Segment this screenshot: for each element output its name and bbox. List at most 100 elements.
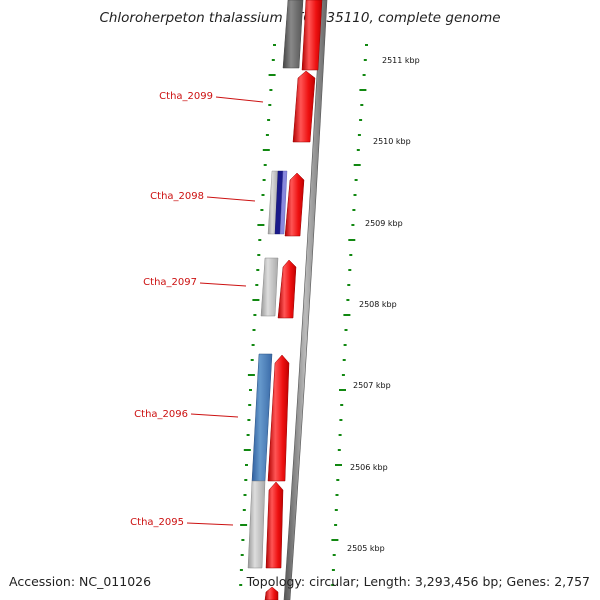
kbp-label: 2506 kbp (350, 463, 388, 472)
gc-skew-mark (360, 104, 364, 106)
kbp-label: 2511 kbp (382, 56, 420, 65)
gc-skew-mark (258, 239, 262, 241)
gc-skew-mark (343, 344, 347, 346)
gc-skew-mark (248, 404, 252, 406)
gc-skew-mark (348, 269, 352, 271)
gene-arrow-ctha-2095 (265, 481, 284, 569)
cog-box-ctha-2098-violet (279, 170, 288, 235)
gc-skew-mark (257, 254, 261, 256)
genome-backbone (283, 0, 328, 600)
kbp-scale: 2511 kbp 2510 kbp 2509 kbp 2508 kbp 2507… (347, 56, 420, 553)
gene-arrow-ctha-2097 (277, 259, 297, 319)
gc-skew-mark (241, 539, 245, 541)
kbp-label: 2509 kbp (365, 219, 403, 228)
gc-skew-mark (242, 509, 246, 511)
gc-skew-mark (260, 209, 264, 211)
gc-skew-mark (245, 464, 248, 466)
gc-skew-mark (268, 74, 276, 76)
gc-skew-mark (269, 89, 273, 91)
gc-skew-mark (352, 209, 356, 211)
gene-arrow-ctha-2098 (284, 172, 305, 237)
cog-category-boxes (247, 0, 304, 569)
gc-skew-mark (339, 389, 346, 391)
gc-skew-mark (243, 449, 251, 451)
gc-skew-mark (271, 59, 275, 61)
kbp-label: 2507 kbp (353, 381, 391, 390)
gc-skew-mark (249, 389, 252, 391)
gc-skew-mark (252, 329, 256, 331)
gc-skew-mark (354, 179, 358, 181)
cog-box-top-darkgrey (282, 0, 304, 69)
gene-labels: Ctha_2099 Ctha_2098 Ctha_2097 Ctha_2096 … (130, 91, 264, 528)
gc-skew-mark (331, 539, 339, 541)
gc-skew-mark (349, 254, 353, 256)
gc-skew-mark (273, 44, 276, 46)
gc-skew-mark (343, 314, 351, 316)
gc-skew-mark (340, 404, 344, 406)
gc-skew-mark (263, 164, 267, 166)
kbp-label: 2510 kbp (373, 137, 411, 146)
accession-text: Accession: NC_011026 (9, 574, 152, 589)
gc-skew-mark (262, 149, 270, 151)
gc-skew-mark (243, 494, 247, 496)
gc-skew-mark (267, 119, 271, 121)
gc-skew-mark (255, 284, 259, 286)
gc-skew-mark (341, 374, 345, 376)
gc-skew-mark (347, 284, 351, 286)
gene-label-ctha-2096: Ctha_2096 (134, 409, 188, 420)
gene-leader-line (190, 413, 239, 418)
gc-skew-mark (346, 299, 350, 301)
gc-skew-mark (357, 134, 361, 136)
gene-label-ctha-2095: Ctha_2095 (130, 517, 184, 528)
gc-skew-mark (365, 44, 368, 46)
gc-skew-mark (359, 119, 363, 121)
gc-skew-mark (359, 89, 367, 91)
gc-skew-mark (239, 569, 243, 571)
gc-skew-mark (268, 104, 272, 106)
gc-skew-mark (339, 419, 343, 421)
gc-skew-inner-track (239, 44, 276, 586)
gc-skew-mark (348, 239, 356, 241)
gc-skew-mark (257, 224, 265, 226)
gene-arrow-bottom-partial (264, 586, 279, 600)
gene-arrow-ctha-2099 (292, 70, 316, 143)
gc-skew-mark (334, 509, 338, 511)
gc-skew-mark (251, 344, 255, 346)
gc-skew-mark (362, 74, 366, 76)
forward-strand-genes (264, 0, 323, 600)
kbp-label: 2508 kbp (359, 300, 397, 309)
genome-summary-text: Topology: circular; Length: 3,293,456 bp… (246, 574, 590, 589)
kbp-label: 2505 kbp (347, 544, 385, 553)
gc-skew-mark (261, 194, 265, 196)
cog-box-ctha-2097-grey (260, 257, 279, 317)
gc-skew-mark (356, 149, 360, 151)
gene-label-ctha-2097: Ctha_2097 (143, 277, 197, 288)
cog-box-ctha-2095-grey (247, 480, 266, 569)
gc-skew-mark (244, 479, 248, 481)
gc-skew-mark (335, 464, 342, 466)
gc-skew-mark (344, 329, 348, 331)
gc-skew-mark (247, 419, 251, 421)
gc-skew-mark (246, 434, 250, 436)
gene-arrow-top-partial (301, 0, 323, 71)
gc-skew-mark (240, 554, 244, 556)
gc-skew-mark (332, 554, 336, 556)
gc-skew-mark (353, 164, 361, 166)
gc-skew-mark (334, 524, 338, 526)
gene-leader-line (186, 522, 234, 526)
gene-leader-line (215, 96, 264, 103)
gc-skew-outer-track (331, 44, 368, 586)
gene-leader-line (199, 282, 247, 287)
gc-skew-mark (253, 314, 257, 316)
gc-skew-mark (331, 569, 335, 571)
gene-leader-line (206, 196, 256, 202)
gc-skew-mark (256, 269, 260, 271)
gc-skew-mark (338, 434, 342, 436)
gc-skew-mark (239, 584, 243, 586)
gc-skew-mark (342, 359, 346, 361)
gc-skew-mark (335, 494, 339, 496)
gc-skew-mark (240, 524, 248, 526)
gc-skew-mark (336, 479, 340, 481)
gc-skew-mark (250, 359, 254, 361)
